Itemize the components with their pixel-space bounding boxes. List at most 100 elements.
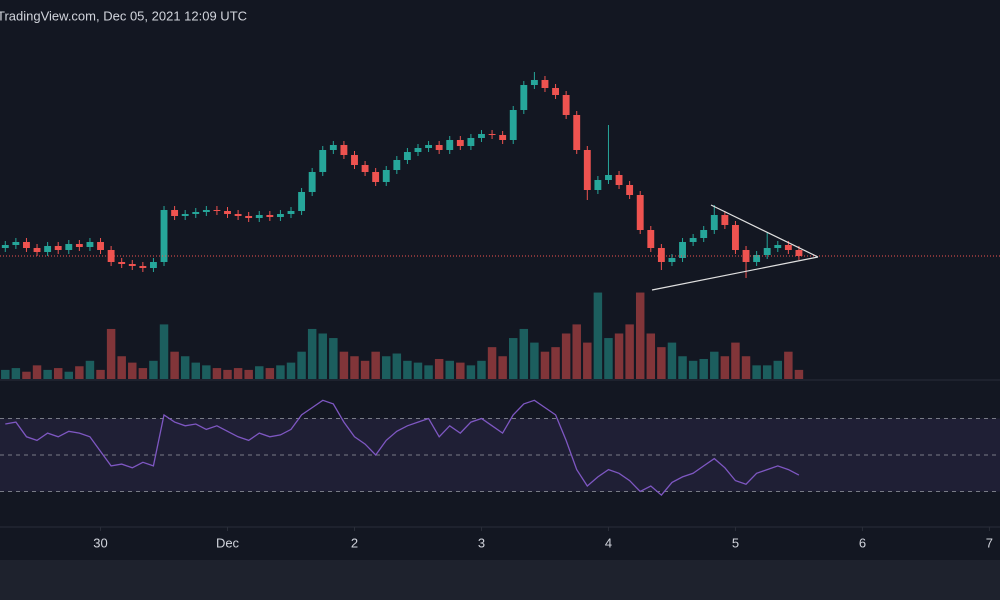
volume-bar bbox=[159, 324, 169, 379]
candle-body bbox=[668, 258, 676, 262]
x-tick-label: 6 bbox=[859, 535, 866, 550]
candle-body bbox=[710, 215, 718, 230]
volume-bar bbox=[794, 369, 804, 379]
candle-body bbox=[742, 250, 750, 262]
candle-body bbox=[679, 242, 686, 258]
volume-bar bbox=[667, 342, 677, 379]
x-tick-label: 7 bbox=[986, 535, 993, 550]
volume-bar bbox=[212, 368, 222, 379]
candle-body bbox=[509, 110, 517, 140]
candle-body bbox=[150, 262, 157, 268]
volume-bar bbox=[223, 369, 232, 379]
candle-body bbox=[266, 215, 274, 217]
volume-bar bbox=[297, 351, 306, 379]
candle-body bbox=[33, 248, 41, 252]
candle-body bbox=[700, 230, 708, 238]
candle-body bbox=[456, 140, 464, 146]
volume-bar bbox=[784, 351, 793, 379]
candle-body bbox=[276, 214, 284, 217]
candle-body bbox=[605, 175, 612, 180]
x-tick-label: 5 bbox=[732, 535, 739, 550]
candle-body bbox=[139, 266, 147, 268]
candle-body bbox=[721, 215, 729, 225]
volume-bar bbox=[646, 333, 656, 379]
volume-bar bbox=[117, 356, 126, 379]
volume-bar bbox=[508, 338, 518, 379]
footer-strip bbox=[0, 560, 1000, 600]
volume-bar bbox=[593, 292, 603, 379]
candle-body bbox=[636, 195, 644, 230]
candle-body bbox=[97, 242, 104, 250]
candle-body bbox=[86, 242, 94, 247]
triangle-line bbox=[710, 204, 819, 258]
candle-body bbox=[192, 212, 200, 214]
volume-bar bbox=[276, 365, 285, 379]
candle-body bbox=[372, 172, 380, 182]
candle-body bbox=[287, 211, 295, 214]
volume-bar bbox=[350, 356, 359, 379]
candle-body bbox=[128, 264, 136, 266]
candle-body bbox=[615, 175, 623, 185]
volume-bar bbox=[233, 368, 243, 379]
volume-bar bbox=[22, 371, 31, 379]
volume-bar bbox=[43, 369, 52, 379]
candle-body bbox=[403, 152, 411, 160]
candle-body bbox=[393, 160, 401, 170]
candle-body bbox=[224, 211, 231, 214]
candle-body bbox=[171, 210, 179, 216]
candle-body bbox=[65, 244, 73, 250]
volume-bar bbox=[392, 353, 402, 379]
volume-bar bbox=[540, 351, 550, 379]
candle-body bbox=[488, 134, 496, 135]
candle-body bbox=[308, 172, 316, 192]
volume-bar bbox=[53, 368, 63, 379]
plot-layer: 30 Dec 2 3 4 5 6 7 bbox=[0, 72, 1000, 550]
volume-bar bbox=[138, 368, 148, 379]
volume-bar bbox=[434, 358, 444, 379]
volume-bar bbox=[561, 333, 571, 379]
volume-bar bbox=[413, 362, 423, 379]
volume-bar bbox=[456, 362, 465, 379]
volume-bar bbox=[604, 338, 613, 379]
volume-bar bbox=[360, 360, 370, 379]
candle-body bbox=[763, 248, 771, 255]
candle-body bbox=[181, 214, 189, 216]
volume-bar bbox=[498, 356, 507, 379]
volume-bar bbox=[551, 347, 560, 379]
candle-body bbox=[594, 180, 602, 190]
volume-bar bbox=[635, 292, 645, 379]
volume-bar bbox=[191, 362, 200, 379]
volume-bar bbox=[403, 360, 412, 379]
candle-body bbox=[446, 140, 454, 150]
volume-bar bbox=[614, 333, 624, 379]
volume-bar bbox=[678, 356, 687, 379]
candle-body bbox=[467, 138, 475, 146]
volume-bar bbox=[329, 338, 338, 379]
candle-body bbox=[319, 150, 327, 172]
volume-bar bbox=[307, 328, 317, 379]
triangle-line bbox=[651, 256, 819, 291]
candle-body bbox=[160, 210, 168, 262]
candle-body bbox=[774, 245, 782, 248]
volume-bar bbox=[625, 324, 634, 379]
candle-body bbox=[435, 145, 443, 150]
chart-header: TradingView.com, Dec 05, 2021 12:09 UTC bbox=[0, 8, 247, 23]
candle-body bbox=[118, 262, 126, 264]
volume-bar bbox=[487, 347, 497, 379]
candle-body bbox=[54, 246, 62, 250]
candle-body bbox=[340, 145, 348, 155]
candle-body bbox=[425, 145, 433, 148]
candle-body bbox=[562, 95, 570, 115]
candle-body bbox=[382, 170, 390, 182]
candle-body bbox=[795, 250, 803, 256]
candle-body bbox=[583, 150, 591, 190]
volume-bar bbox=[699, 358, 708, 379]
volume-bar bbox=[572, 324, 581, 379]
candle-body bbox=[530, 80, 538, 85]
volume-bar bbox=[85, 360, 95, 379]
candle-body bbox=[520, 85, 528, 110]
volume-bar bbox=[519, 328, 529, 379]
candle-body bbox=[351, 155, 358, 165]
